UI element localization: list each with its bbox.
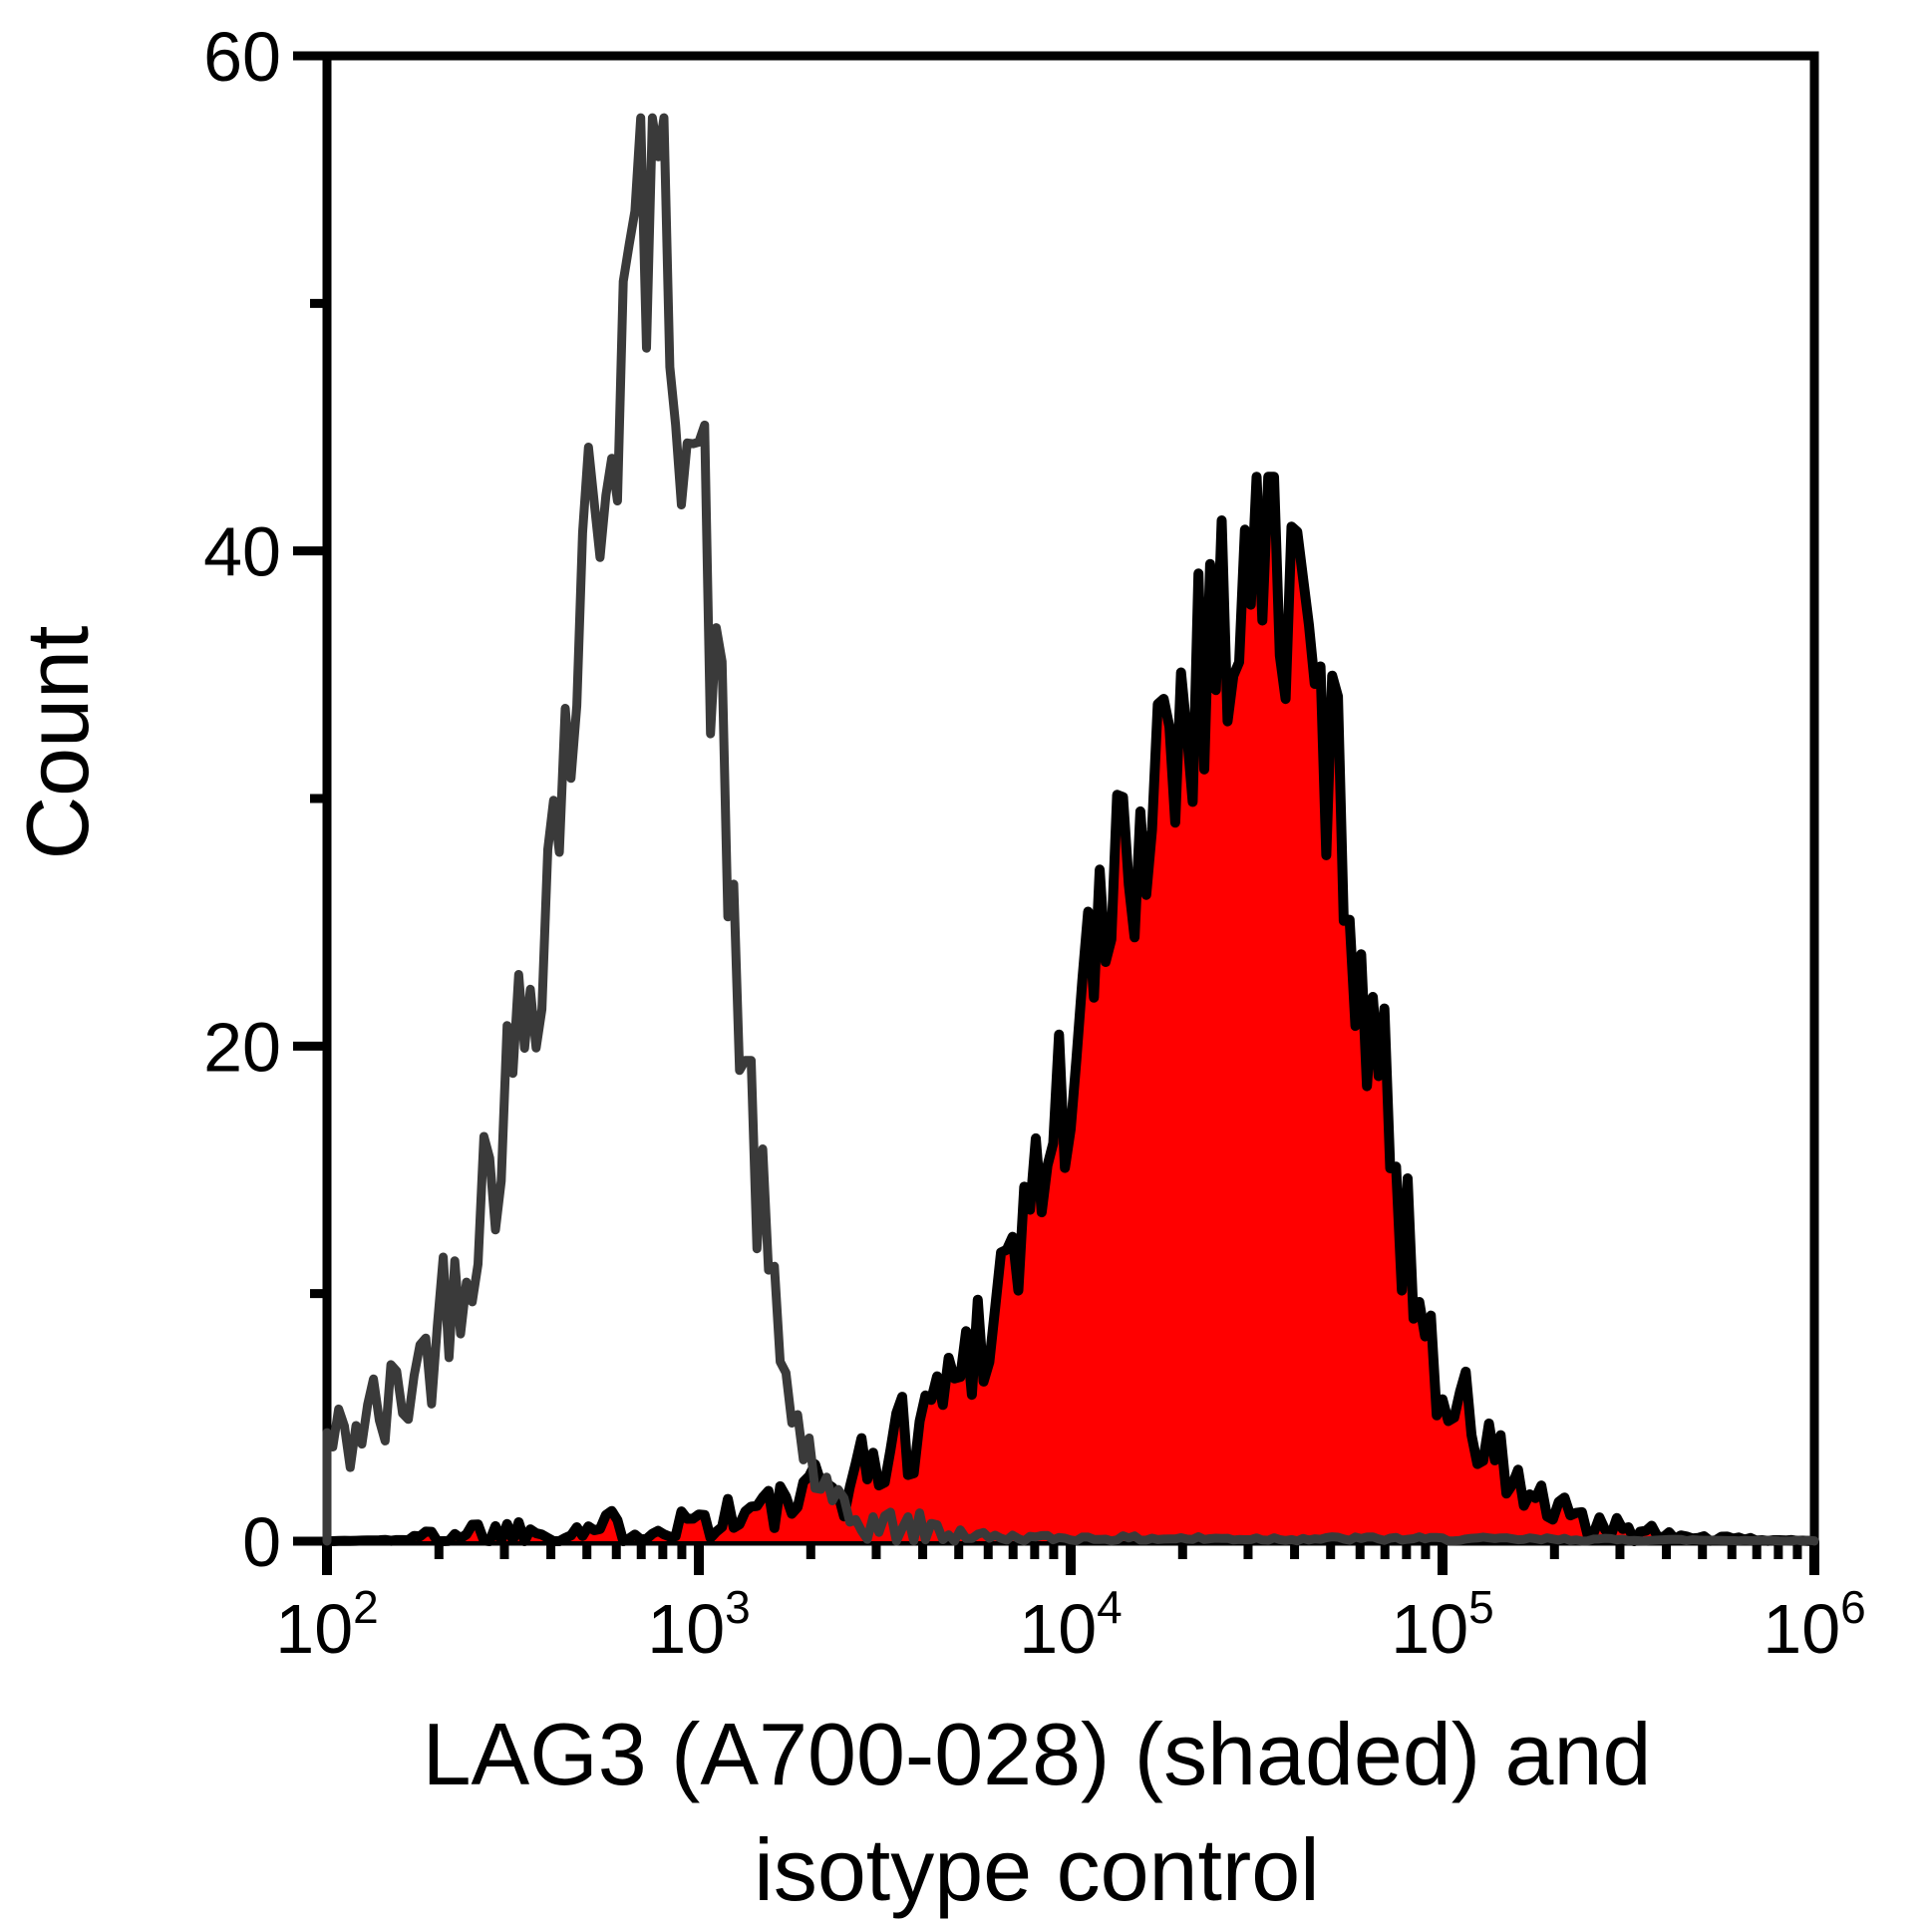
lag3-outline-curve	[322, 472, 1819, 1546]
x-tick-label: 105	[1391, 1581, 1493, 1668]
x-axis-ticks: 102 103 104 105 106	[275, 1541, 1866, 1668]
lag3-shaded-fill	[327, 477, 1814, 1542]
x-tick-label: 104	[1019, 1581, 1122, 1668]
y-tick-label: 60	[203, 18, 281, 96]
x-tick-label: 106	[1763, 1581, 1865, 1668]
x-tick-label: 102	[275, 1581, 378, 1668]
x-tick-label: 103	[647, 1581, 750, 1668]
y-tick-label: 40	[203, 513, 281, 591]
y-axis-title: Count	[8, 626, 107, 860]
x-axis-title-line2: isotype control	[754, 1820, 1319, 1919]
y-tick-label: 20	[203, 1008, 281, 1086]
y-axis-ticks: 0 20 40 60	[203, 18, 327, 1581]
x-axis-title-line1: LAG3 (A700-028) (shaded) and	[423, 1705, 1652, 1803]
histogram-curves	[322, 113, 1819, 1546]
y-tick-label: 0	[242, 1503, 281, 1581]
isotype-control-curve	[322, 113, 1819, 1546]
